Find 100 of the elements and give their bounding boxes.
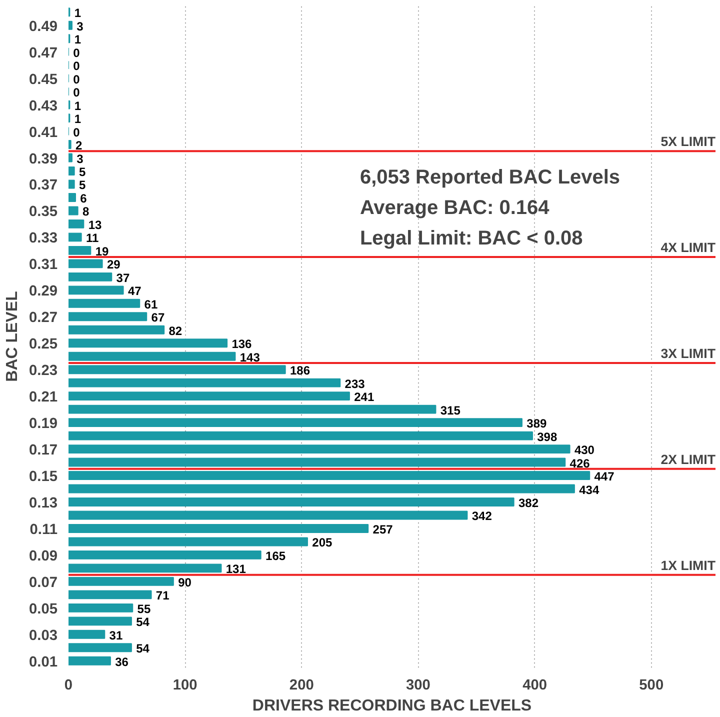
ref-line-label: 2X LIMIT <box>660 452 716 467</box>
bar <box>68 180 75 189</box>
y-tick-label: 0.49 <box>28 18 58 35</box>
annotation: Legal Limit: BAC < 0.08 <box>360 228 583 250</box>
bar <box>68 325 165 334</box>
x-tick-label: 0 <box>64 678 73 694</box>
bar <box>68 286 124 295</box>
y-tick-label: 0.17 <box>28 442 58 459</box>
y-tick-label: 0.47 <box>28 45 58 62</box>
data-label: 82 <box>168 324 182 338</box>
bar <box>68 550 262 560</box>
y-tick-label: 0.35 <box>28 204 58 220</box>
data-label: 2 <box>75 138 82 153</box>
y-tick-label: 0.29 <box>28 284 58 300</box>
data-label: 6 <box>80 191 88 206</box>
data-label: 430 <box>574 443 595 458</box>
data-label: 426 <box>570 456 590 470</box>
data-label: 241 <box>354 390 374 404</box>
data-label: 67 <box>151 310 165 325</box>
y-tick-label: 0.33 <box>28 230 58 247</box>
y-tick-label: 0.09 <box>28 548 58 564</box>
data-label: 19 <box>95 244 109 258</box>
data-label: 3 <box>76 19 84 34</box>
y-tick-label: 0.13 <box>28 496 58 512</box>
data-label: 54 <box>136 642 150 656</box>
data-label: 29 <box>106 258 121 272</box>
bar <box>68 193 76 202</box>
y-tick-label: 0.23 <box>28 363 58 380</box>
data-label: 13 <box>88 218 102 232</box>
bar <box>68 166 75 176</box>
bar <box>68 312 148 322</box>
data-label: 315 <box>440 403 461 418</box>
bar <box>68 643 132 652</box>
data-label: 90 <box>178 575 192 590</box>
y-axis-title: BAC LEVEL <box>4 290 21 382</box>
bar <box>68 418 522 428</box>
data-label: 342 <box>472 509 492 524</box>
y-tick-label: 0.01 <box>28 654 58 670</box>
bar <box>68 206 78 216</box>
bar <box>68 272 112 282</box>
bar <box>68 564 222 573</box>
bar <box>68 153 72 162</box>
data-label: 1 <box>74 98 82 113</box>
bar <box>68 537 308 546</box>
bar <box>68 603 134 612</box>
bar <box>68 378 341 388</box>
y-tick-label: 0.31 <box>28 257 58 274</box>
bar <box>68 576 174 586</box>
bar <box>68 630 106 639</box>
y-tick-label: 0.11 <box>30 522 58 538</box>
ref-line-label: 5X LIMIT <box>660 134 716 150</box>
y-tick-label: 0.15 <box>28 469 58 486</box>
data-label: 54 <box>136 615 150 630</box>
data-label: 5 <box>78 178 86 192</box>
data-label: 0 <box>73 72 80 86</box>
bar <box>68 338 228 348</box>
y-tick-label: 0.39 <box>28 151 58 168</box>
bar <box>68 246 92 255</box>
data-label: 434 <box>579 482 600 497</box>
data-label: 55 <box>137 602 151 616</box>
data-label: 31 <box>109 628 123 642</box>
data-label: 0 <box>73 59 80 74</box>
y-tick-label: 0.41 <box>28 124 58 141</box>
x-tick-label: 100 <box>172 678 198 694</box>
bar <box>68 20 72 30</box>
annotation: 6,053 Reported BAC Levels <box>360 166 620 189</box>
y-tick-label: 0.19 <box>28 416 58 432</box>
data-label: 1 <box>74 6 82 20</box>
bar <box>68 616 132 626</box>
bar <box>68 392 350 401</box>
y-tick-label: 0.07 <box>28 574 58 591</box>
data-label: 389 <box>526 416 547 431</box>
data-label: 0 <box>73 125 80 140</box>
ref-line-label: 4X LIMIT <box>660 240 716 256</box>
data-label: 447 <box>594 470 615 484</box>
bar <box>68 458 566 467</box>
data-label: 1 <box>74 112 82 126</box>
bar <box>68 232 82 242</box>
bar <box>68 484 575 494</box>
data-label: 131 <box>226 562 246 576</box>
bar <box>68 510 468 520</box>
y-tick-label: 0.03 <box>28 628 58 644</box>
bar <box>68 444 570 454</box>
bar <box>68 590 152 600</box>
data-label: 398 <box>537 430 558 444</box>
bar <box>68 404 436 414</box>
data-label: 3 <box>76 152 84 166</box>
y-tick-label: 0.05 <box>28 601 58 618</box>
bar <box>68 431 533 440</box>
data-label: 8 <box>82 204 90 219</box>
x-tick-label: 500 <box>639 678 664 694</box>
y-tick-label: 0.27 <box>28 310 58 326</box>
y-tick-label: 0.45 <box>28 72 58 88</box>
data-label: 11 <box>86 231 99 246</box>
y-tick-label: 0.37 <box>28 178 58 194</box>
x-axis-title: DRIVERS RECORDING BAC LEVELS <box>252 698 532 714</box>
data-label: 143 <box>240 350 260 364</box>
data-label: 233 <box>344 376 366 391</box>
data-label: 136 <box>232 337 252 352</box>
ref-line-label: 1X LIMIT <box>660 558 716 573</box>
